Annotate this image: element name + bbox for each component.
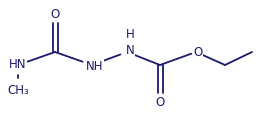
Text: N: N xyxy=(125,44,134,57)
Text: CH₃: CH₃ xyxy=(7,84,29,97)
Text: O: O xyxy=(155,95,165,108)
Text: H: H xyxy=(125,27,134,40)
Text: O: O xyxy=(50,7,60,20)
Text: HN: HN xyxy=(9,58,27,71)
Text: NH: NH xyxy=(86,60,104,73)
Text: O: O xyxy=(193,46,203,58)
